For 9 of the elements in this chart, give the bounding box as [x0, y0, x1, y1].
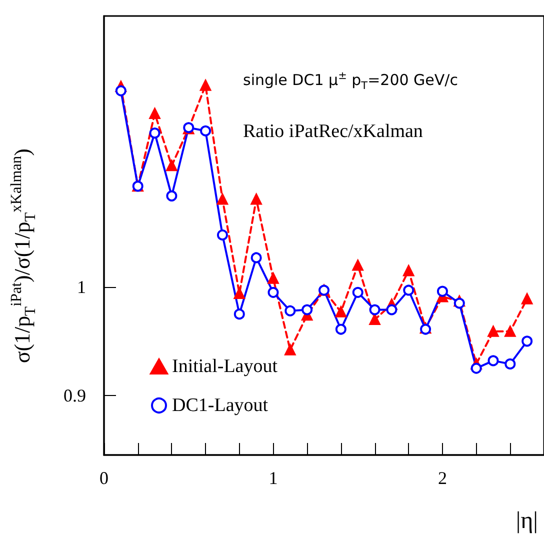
x-axis-title: |η| — [516, 508, 538, 535]
annotation: Ratio iPatRec/xKalman — [243, 121, 423, 143]
y-tick-label: 0.9 — [64, 385, 86, 406]
x-tick-label: 1 — [268, 468, 278, 488]
x-tick-label: 2 — [438, 468, 447, 488]
x-tick-label: 0 — [100, 468, 108, 488]
legend-label: DC1-Layout — [172, 395, 269, 416]
legend-label: Initial-Layout — [172, 356, 278, 377]
annotation: single DC1 μ$^{±}$ p$_{T}$=200 GeV/c — [243, 70, 458, 92]
